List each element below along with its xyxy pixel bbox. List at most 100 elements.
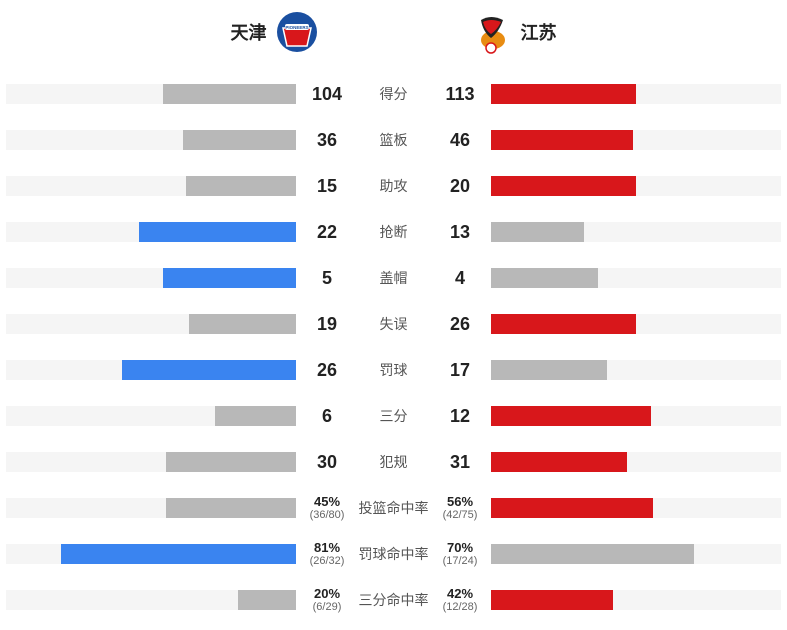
team-left: 天津 PIONEERS [231, 10, 319, 54]
stat-value-left: 20%(6/29) [296, 586, 358, 615]
team-right-name: 江苏 [521, 19, 557, 45]
stat-row: 19失误26 [0, 304, 787, 344]
stat-value-left: 104 [296, 84, 358, 105]
stat-bar-left [6, 452, 296, 472]
stat-value-left: 30 [296, 452, 358, 473]
stat-bar-left [6, 544, 296, 564]
stat-bar-right [491, 498, 781, 518]
stat-value-right-sub: (17/24) [429, 555, 491, 568]
stat-value-left: 36 [296, 130, 358, 151]
stat-bar-right [491, 130, 781, 150]
stat-bar-right-fill [491, 176, 636, 196]
stat-row: 45%(36/80)投篮命中率56%(42/75) [0, 488, 787, 528]
stat-value-right: 31 [429, 452, 491, 473]
stat-bar-left-fill [163, 84, 296, 104]
stat-label: 失误 [358, 314, 429, 334]
team-left-logo: PIONEERS [275, 10, 319, 54]
stat-bar-left [6, 314, 296, 334]
team-right-logo [469, 10, 513, 54]
stat-bar-left-fill [166, 452, 297, 472]
stat-bar-left-fill [166, 498, 297, 518]
stat-bar-left-fill [238, 590, 296, 610]
stat-bar-right-fill [491, 406, 651, 426]
stat-row: 81%(26/32)罚球命中率70%(17/24) [0, 534, 787, 574]
stat-value-right-sub: (42/75) [429, 509, 491, 522]
stat-bar-right [491, 314, 781, 334]
stat-label: 罚球命中率 [358, 544, 429, 564]
stat-bar-right [491, 452, 781, 472]
stats-table: 104得分11336篮板4615助攻2022抢断135盖帽419失误2626罚球… [0, 74, 787, 620]
stat-bar-right-fill [491, 130, 633, 150]
stat-row: 22抢断13 [0, 212, 787, 252]
stat-bar-right-fill [491, 222, 584, 242]
stat-bar-left-fill [183, 130, 296, 150]
stat-bar-left-fill [215, 406, 296, 426]
stat-bar-left-fill [122, 360, 296, 380]
stat-bar-left-fill [163, 268, 296, 288]
stat-value-right: 17 [429, 360, 491, 381]
stat-bar-left [6, 360, 296, 380]
stat-bar-left-fill [186, 176, 296, 196]
stat-row: 104得分113 [0, 74, 787, 114]
stat-bar-left-fill [61, 544, 296, 564]
stat-value-left: 5 [296, 268, 358, 289]
stat-value-left-sub: (6/29) [296, 601, 358, 614]
stat-bar-right-fill [491, 544, 694, 564]
stat-row: 5盖帽4 [0, 258, 787, 298]
stat-value-left: 81%(26/32) [296, 540, 358, 569]
team-left-name: 天津 [231, 19, 267, 45]
stat-value-left: 15 [296, 176, 358, 197]
stat-row: 26罚球17 [0, 350, 787, 390]
stat-value-left: 19 [296, 314, 358, 335]
team-right: 江苏 [469, 10, 557, 54]
stat-bar-right-fill [491, 452, 627, 472]
stat-bar-left [6, 222, 296, 242]
stat-row: 30犯规31 [0, 442, 787, 482]
stat-bar-left [6, 130, 296, 150]
stat-value-right: 4 [429, 268, 491, 289]
stat-value-right-sub: (12/28) [429, 601, 491, 614]
stat-bar-right [491, 222, 781, 242]
stat-label: 助攻 [358, 176, 429, 196]
stat-bar-left [6, 176, 296, 196]
stat-bar-left [6, 406, 296, 426]
stat-bar-left [6, 498, 296, 518]
stat-value-left: 6 [296, 406, 358, 427]
stat-label: 罚球 [358, 360, 429, 380]
stat-value-right: 46 [429, 130, 491, 151]
stat-value-left-sub: (36/80) [296, 509, 358, 522]
stat-value-right: 70%(17/24) [429, 540, 491, 569]
stat-label: 盖帽 [358, 268, 429, 288]
stat-label: 篮板 [358, 130, 429, 150]
stat-label: 投篮命中率 [358, 498, 429, 518]
stat-bar-right [491, 84, 781, 104]
stat-bar-right-fill [491, 268, 598, 288]
stat-value-right: 26 [429, 314, 491, 335]
stat-label: 抢断 [358, 222, 429, 242]
stat-bar-right [491, 590, 781, 610]
stat-label: 犯规 [358, 452, 429, 472]
stat-value-left: 26 [296, 360, 358, 381]
teams-header: 天津 PIONEERS 江苏 [0, 10, 787, 54]
stat-bar-right [491, 360, 781, 380]
stat-bar-left-fill [189, 314, 296, 334]
stat-bar-right [491, 544, 781, 564]
stat-row: 36篮板46 [0, 120, 787, 160]
stat-row: 15助攻20 [0, 166, 787, 206]
stat-bar-left [6, 84, 296, 104]
stat-label: 三分命中率 [358, 590, 429, 610]
stat-bar-right [491, 176, 781, 196]
stat-bar-right [491, 406, 781, 426]
stat-bar-right-fill [491, 590, 613, 610]
stat-bar-right-fill [491, 314, 636, 334]
stat-value-left-sub: (26/32) [296, 555, 358, 568]
stat-label: 得分 [358, 84, 429, 104]
stat-value-right: 13 [429, 222, 491, 243]
stat-value-left: 45%(36/80) [296, 494, 358, 523]
stat-bar-right-fill [491, 84, 636, 104]
stat-value-right: 56%(42/75) [429, 494, 491, 523]
stat-value-right: 42%(12/28) [429, 586, 491, 615]
svg-text:PIONEERS: PIONEERS [285, 25, 308, 30]
stat-bar-right-fill [491, 498, 653, 518]
stat-value-right: 113 [429, 84, 491, 105]
